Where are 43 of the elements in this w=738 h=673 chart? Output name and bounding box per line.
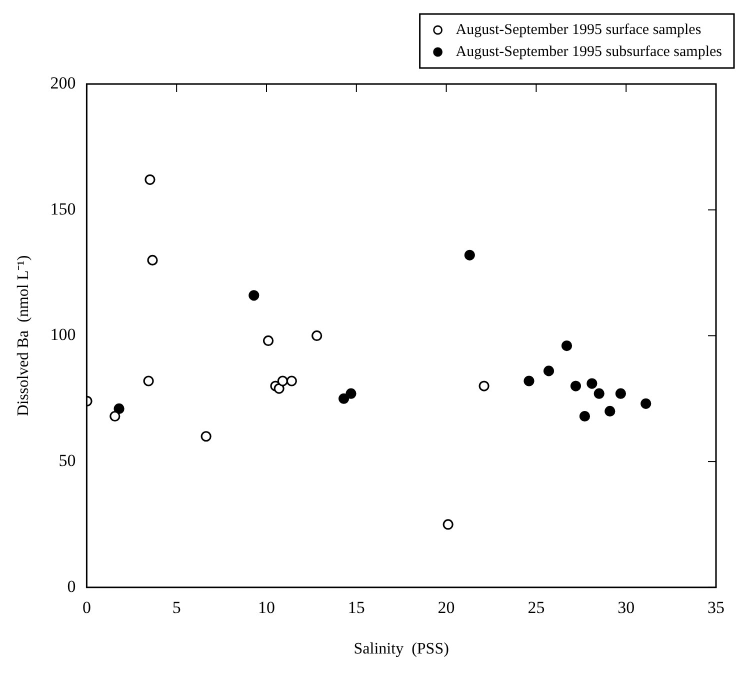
point bbox=[604, 406, 616, 417]
x-tick-label: 15 bbox=[348, 598, 365, 618]
x-axis-title: Salinity (PSS) bbox=[354, 640, 449, 658]
point bbox=[570, 380, 582, 392]
y-tick-label: 100 bbox=[50, 325, 76, 344]
point bbox=[478, 380, 490, 392]
point bbox=[147, 254, 158, 266]
point bbox=[561, 340, 572, 352]
x-tick-label: 25 bbox=[528, 598, 545, 618]
point bbox=[277, 376, 288, 386]
point bbox=[338, 393, 350, 404]
point bbox=[114, 403, 124, 414]
point bbox=[286, 376, 297, 386]
x-tick-label: 20 bbox=[438, 598, 455, 618]
point bbox=[543, 366, 554, 376]
legend-label: August-September 1995 subsurface samples bbox=[456, 44, 722, 60]
point bbox=[524, 376, 534, 386]
x-tick-label: 0 bbox=[82, 598, 91, 618]
point bbox=[263, 335, 274, 346]
point bbox=[615, 388, 626, 399]
y-tick-label: 50 bbox=[58, 451, 76, 470]
y-axis-title: Dissolved Ba (nmol L⁻¹) bbox=[14, 255, 32, 416]
point bbox=[143, 376, 154, 386]
point bbox=[579, 410, 590, 422]
x-tick-label: 35 bbox=[708, 598, 724, 618]
x-tick-label: 30 bbox=[618, 598, 635, 618]
point bbox=[200, 431, 212, 442]
legend-label: August-September 1995 surface samples bbox=[456, 22, 702, 38]
point bbox=[442, 519, 454, 530]
y-tick-label: 150 bbox=[50, 199, 76, 218]
y-tick-label: 0 bbox=[67, 576, 76, 596]
x-tick-label: 5 bbox=[172, 598, 181, 618]
point bbox=[594, 388, 604, 399]
point bbox=[144, 174, 156, 185]
point bbox=[464, 250, 475, 260]
x-tick-label: 10 bbox=[258, 598, 275, 618]
point bbox=[640, 398, 652, 409]
y-tick-label: 200 bbox=[50, 73, 76, 92]
point bbox=[248, 290, 260, 301]
point bbox=[346, 388, 356, 399]
point bbox=[110, 410, 120, 422]
point bbox=[312, 330, 322, 341]
point bbox=[586, 378, 598, 389]
